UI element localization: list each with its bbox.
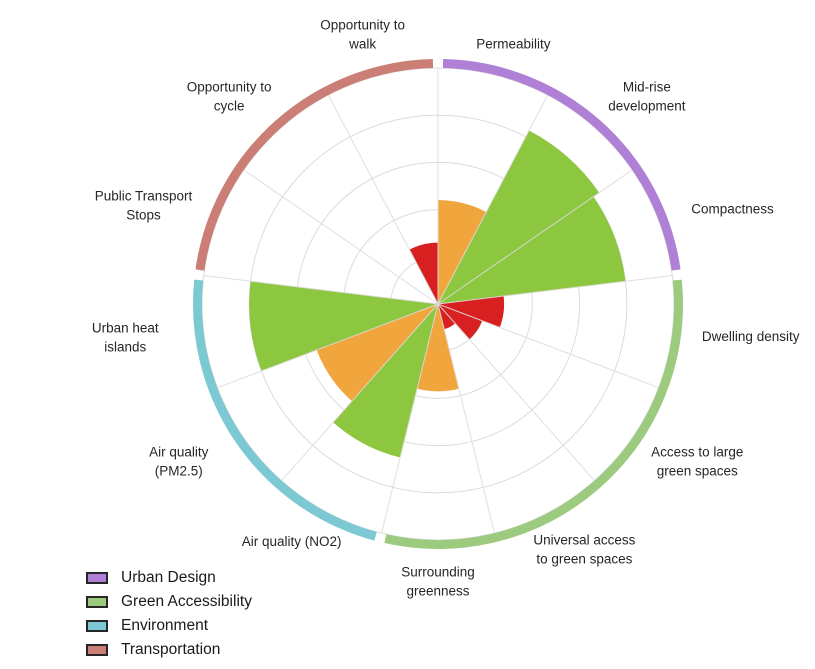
axis-label-opportunity-to-cycle: Opportunity to cycle	[187, 79, 272, 113]
legend-swatch-green-accessibility	[86, 595, 108, 608]
sector-line-5	[437, 303, 595, 481]
axis-label-mid-rise-development: Mid-rise development	[608, 79, 686, 113]
axis-label-universal-access-to-green-spaces: Universal access to green spaces	[533, 533, 635, 567]
legend-item-green-accessibility[interactable]: Green Accessibility	[86, 590, 252, 613]
legend-swatch-environment	[86, 619, 108, 632]
ring-arc-urban-design	[442, 59, 681, 271]
wedge-access-to-large-green-spaces[interactable]	[438, 304, 483, 340]
legend-label: Transportation	[121, 641, 221, 658]
axis-label-surrounding-greenness: Surrounding greenness	[401, 565, 475, 599]
axis-label-compactness: Compactness	[691, 201, 774, 216]
sector-line-6	[437, 303, 495, 534]
legend: Urban Design Green Accessibility Environ…	[86, 566, 252, 662]
legend-label: Green Accessibility	[121, 593, 252, 610]
wedge-air-quality-pm2-5[interactable]	[316, 304, 438, 402]
axis-label-opportunity-to-walk: Opportunity to walk	[320, 18, 405, 52]
sector-line-1	[437, 94, 549, 305]
ring-arc-green-accessibility	[384, 279, 683, 549]
axis-label-air-quality-pm2-5: Air quality (PM2.5)	[149, 445, 209, 479]
wedge-opportunity-to-walk[interactable]	[409, 242, 438, 304]
wedge-urban-heat-islands[interactable]	[249, 281, 438, 371]
legend-swatch-urban-design	[86, 571, 108, 584]
sector-line-3	[437, 275, 673, 305]
legend-swatch-transportation	[86, 643, 108, 656]
wedge-mid-rise-development[interactable]	[438, 130, 600, 304]
legend-label: Urban Design	[121, 569, 216, 586]
axis-label-urban-heat-islands: Urban heat islands	[92, 320, 159, 354]
legend-label: Environment	[121, 617, 209, 634]
axis-label-dwelling-density: Dwelling density	[702, 329, 800, 344]
ring-arc-transportation	[195, 59, 434, 271]
sector-line-10	[203, 275, 439, 305]
axis-label-public-transport-stops: Public Transport Stops	[95, 189, 193, 223]
sector-line-7	[381, 303, 439, 534]
sector-line-12	[327, 94, 439, 305]
wedge-compactness[interactable]	[438, 196, 626, 304]
sector-line-8	[281, 303, 439, 481]
axis-label-permeability: Permeability	[476, 36, 551, 51]
axis-label-air-quality-no2: Air quality (NO2)	[242, 534, 342, 549]
wedge-dwelling-density[interactable]	[438, 296, 505, 328]
sector-line-4	[437, 303, 659, 389]
sector-line-11	[243, 169, 439, 305]
sector-line-9	[217, 303, 439, 389]
wedge-permeability[interactable]	[438, 200, 487, 304]
legend-item-environment[interactable]: Environment	[86, 614, 252, 637]
sector-line-2	[437, 169, 633, 305]
legend-item-urban-design[interactable]: Urban Design	[86, 566, 252, 589]
ring-arc-environment	[193, 279, 377, 541]
wedge-universal-access-to-green-spaces[interactable]	[438, 304, 456, 330]
wedge-surrounding-greenness[interactable]	[417, 304, 459, 392]
wedge-air-quality-no2[interactable]	[333, 304, 438, 458]
axis-label-access-to-large-green-spaces: Access to large green spaces	[651, 445, 743, 479]
legend-item-transportation[interactable]: Transportation	[86, 638, 252, 661]
